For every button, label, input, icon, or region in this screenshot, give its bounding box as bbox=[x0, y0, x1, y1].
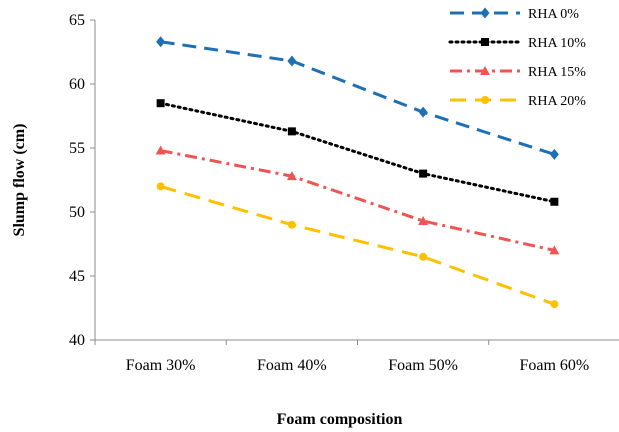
axes bbox=[90, 19, 619, 345]
data-point bbox=[156, 99, 165, 108]
data-point bbox=[155, 145, 166, 155]
y-axis-label: Slump flow (cm) bbox=[11, 124, 28, 237]
legend-marker bbox=[480, 7, 490, 19]
x-axis-label: Foam composition bbox=[277, 411, 403, 428]
series-line bbox=[160, 40, 555, 156]
legend-marker bbox=[481, 38, 489, 46]
series-group bbox=[156, 99, 559, 206]
series-group bbox=[155, 145, 560, 255]
legend-label: RHA 15% bbox=[528, 65, 586, 80]
legend-marker bbox=[481, 96, 489, 104]
series-group bbox=[156, 182, 559, 309]
tick-labels: 40 45 50 55 60 65 Foam 30% Foam 40% Foam 50% Foam… bbox=[69, 12, 589, 374]
data-point bbox=[287, 127, 296, 136]
data-point bbox=[419, 252, 428, 261]
data-point bbox=[156, 182, 165, 191]
data-point bbox=[156, 36, 166, 48]
data-point bbox=[418, 215, 429, 225]
legend-label: RHA 0% bbox=[528, 7, 579, 22]
y-tick-label: 55 bbox=[69, 140, 85, 157]
series-line bbox=[159, 101, 556, 204]
legend-item: RHA 15% bbox=[450, 65, 586, 80]
y-tick-label: 40 bbox=[69, 332, 85, 349]
data-point bbox=[550, 300, 559, 309]
legend: RHA 0% RHA 10% RHA 15% RHA 20% bbox=[448, 7, 586, 109]
y-tick-label: 60 bbox=[69, 76, 85, 93]
y-tick-label: 65 bbox=[69, 12, 85, 29]
y-tick-label: 45 bbox=[69, 268, 85, 285]
data-point bbox=[419, 169, 428, 178]
data-point bbox=[287, 55, 297, 67]
legend-label: RHA 10% bbox=[528, 36, 586, 51]
data-point bbox=[549, 245, 560, 255]
data-point bbox=[287, 220, 296, 229]
x-tick-label: Foam 50% bbox=[388, 357, 458, 374]
series-line bbox=[160, 184, 555, 306]
legend-item: RHA 10% bbox=[448, 36, 586, 51]
data-point bbox=[286, 171, 297, 181]
legend-label: RHA 20% bbox=[528, 94, 586, 109]
data-point bbox=[418, 106, 428, 118]
data-point bbox=[549, 148, 559, 160]
series-line bbox=[160, 149, 555, 252]
legend-item: RHA 20% bbox=[450, 94, 586, 109]
y-tick-label: 50 bbox=[69, 204, 85, 221]
legend-item: RHA 0% bbox=[450, 7, 579, 22]
x-tick-label: Foam 40% bbox=[257, 357, 327, 374]
x-tick-label: Foam 60% bbox=[519, 357, 589, 374]
series-group bbox=[156, 36, 559, 160]
legend-marker bbox=[480, 66, 490, 75]
data-point bbox=[550, 197, 559, 206]
x-tick-label: Foam 30% bbox=[126, 357, 196, 374]
series-lines bbox=[155, 36, 560, 309]
